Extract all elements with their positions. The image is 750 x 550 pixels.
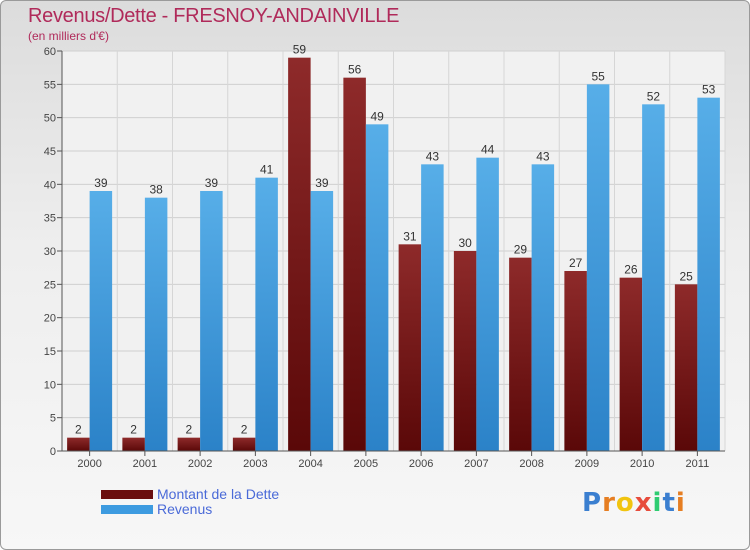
x-tick-label: 2003: [243, 458, 267, 470]
y-tick-label: 10: [44, 379, 56, 391]
data-label-revenus-2009: 55: [591, 69, 605, 83]
data-label-revenus-2005: 49: [370, 109, 384, 123]
x-tick-label: 2000: [77, 458, 101, 470]
data-label-revenus-2007: 44: [481, 143, 495, 157]
bar-debt-2003: [232, 437, 256, 451]
data-label-revenus-2006: 43: [426, 149, 440, 163]
bar-revenus-2009: [586, 84, 610, 451]
data-label-debt-2005: 56: [348, 63, 362, 77]
bar-debt-2006: [398, 244, 422, 451]
data-label-debt-2008: 29: [514, 243, 528, 257]
bar-debt-2001: [122, 437, 145, 451]
data-label-debt-2002: 2: [186, 423, 193, 437]
bar-debt-2008: [509, 257, 532, 451]
logo-letter: i: [675, 488, 686, 518]
data-label-revenus-2002: 39: [205, 176, 219, 190]
logo-letter: x: [634, 488, 653, 518]
y-tick-label: 5: [50, 413, 56, 425]
data-label-revenus-2010: 52: [647, 89, 661, 103]
legend-label-revenus: Revenus: [157, 501, 213, 517]
y-tick-label: 25: [44, 279, 56, 291]
bar-revenus-2005: [365, 124, 389, 451]
bar-layer: 2 39 2 38 2 39 2 41 59 39 56 49 31 43 30 44 29 43 27 55 26 52…: [67, 43, 720, 452]
data-label-revenus-2000: 39: [94, 176, 108, 190]
bar-debt-2002: [177, 437, 201, 451]
bar-revenus-2001: [144, 197, 168, 451]
axis-layer: 0 5 10 15 20 25 30 35 40 45 50 55 60 2000 2001 2002 2003…: [44, 46, 725, 470]
legend-swatch-revenus: [101, 505, 153, 514]
bar-revenus-2000: [89, 191, 113, 451]
bar-revenus-2003: [255, 177, 278, 451]
y-tick-label: 55: [44, 79, 56, 91]
logo-letter: P: [582, 488, 603, 518]
chart-title: Revenus/Dette - FRESNOY-ANDAINVILLE: [28, 5, 400, 27]
data-label-debt-2009: 27: [569, 256, 583, 270]
data-label-debt-2011: 25: [679, 269, 693, 283]
x-tick-label: 2009: [575, 458, 599, 470]
bar-debt-2004: [288, 57, 311, 452]
bar-revenus-2010: [642, 104, 665, 451]
logo-letter: t: [662, 488, 676, 518]
y-tick-label: 45: [44, 146, 56, 158]
chart-subtitle: (en milliers d'€): [28, 29, 109, 43]
bar-debt-2010: [619, 277, 643, 451]
x-tick-label: 2007: [464, 458, 488, 470]
data-label-debt-2007: 30: [458, 236, 472, 250]
y-tick-label: 30: [44, 246, 56, 258]
y-tick-label: 20: [44, 313, 56, 325]
bar-revenus-2008: [531, 164, 555, 452]
bar-debt-2005: [343, 77, 366, 452]
x-tick-label: 2008: [519, 458, 543, 470]
bar-debt-2000: [67, 437, 90, 451]
data-label-debt-2003: 2: [241, 423, 248, 437]
bar-debt-2011: [674, 284, 698, 451]
proxiti-logo: Proxiti: [582, 488, 686, 518]
legend-label-debt: Montant de la Dette: [157, 486, 280, 502]
data-label-revenus-2008: 43: [536, 149, 550, 163]
data-label-debt-2001: 2: [130, 423, 137, 437]
data-label-revenus-2011: 53: [702, 83, 716, 97]
y-tick-label: 15: [44, 346, 56, 358]
x-tick-label: 2005: [354, 458, 378, 470]
bar-revenus-2006: [421, 164, 444, 452]
bar-revenus-2004: [310, 191, 334, 451]
y-tick-label: 0: [50, 446, 56, 458]
data-label-debt-2000: 2: [75, 423, 82, 437]
data-label-debt-2006: 31: [403, 229, 417, 243]
data-label-revenus-2001: 38: [149, 183, 163, 197]
y-tick-label: 60: [44, 46, 56, 58]
legend-swatch-debt: [101, 490, 153, 499]
bar-revenus-2002: [200, 191, 223, 451]
bar-revenus-2011: [697, 97, 720, 452]
y-tick-label: 35: [44, 213, 56, 225]
x-tick-label: 2004: [298, 458, 322, 470]
bar-debt-2009: [564, 271, 587, 451]
x-tick-label: 2006: [409, 458, 433, 470]
y-tick-label: 40: [44, 179, 56, 191]
y-tick-label: 50: [44, 113, 56, 125]
data-label-revenus-2004: 39: [315, 176, 329, 190]
x-tick-label: 2010: [630, 458, 654, 470]
logo-letter: i: [652, 488, 663, 518]
x-tick-label: 2001: [133, 458, 157, 470]
data-label-debt-2010: 26: [624, 263, 638, 277]
x-tick-label: 2011: [686, 458, 710, 470]
grid-layer: [61, 50, 726, 452]
logo-letter: o: [615, 488, 635, 518]
data-label-revenus-2003: 41: [260, 163, 274, 177]
bar-debt-2007: [453, 251, 477, 451]
x-tick-label: 2002: [188, 458, 212, 470]
data-label-debt-2004: 59: [293, 43, 307, 57]
logo-letter: r: [602, 488, 616, 518]
bar-revenus-2007: [476, 157, 499, 451]
